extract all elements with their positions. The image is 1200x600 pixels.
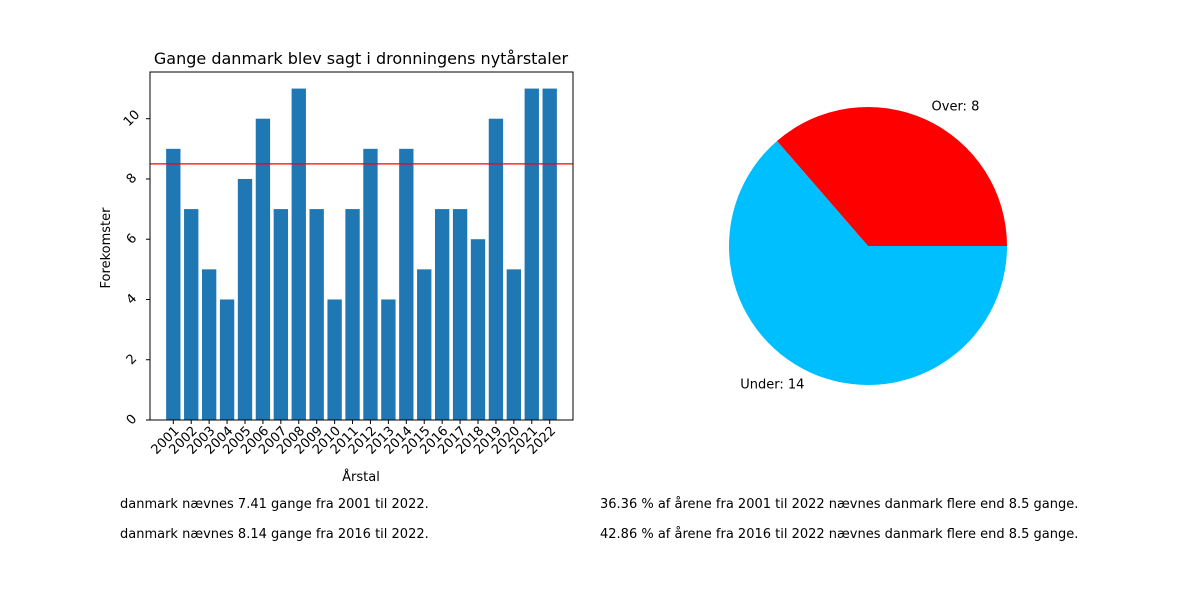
bar-2014: [399, 148, 414, 420]
y-tick-label: 2: [124, 352, 140, 368]
y-axis-label: Forekomster: [99, 207, 114, 289]
pie-chart: Over: 8 Under: 14: [729, 99, 1007, 393]
note-right-2: 42.86 % af årene fra 2016 til 2022 nævne…: [600, 527, 1079, 542]
note-right-1: 36.36 % af årene fra 2001 til 2022 nævne…: [600, 497, 1079, 512]
x-axis: 2001200220032004200520062007200820092010…: [149, 420, 559, 458]
bar-2005: [237, 178, 253, 420]
y-tick-label: 4: [124, 291, 140, 307]
bar-2015: [417, 269, 432, 420]
bar-2008: [291, 88, 306, 421]
bar-2001: [166, 148, 181, 420]
bar-2012: [363, 148, 378, 420]
bars-group: [166, 88, 557, 421]
bar-2016: [434, 209, 450, 420]
pie-label: Over: 8: [932, 99, 980, 114]
y-tick-label: 6: [124, 231, 140, 247]
y-axis: 0 2 4 6 8 10: [121, 108, 150, 428]
bar-2007: [273, 209, 289, 420]
x-axis-label: Årstal: [342, 469, 380, 485]
plot-frame: [149, 71, 574, 421]
y-tick-label: 10: [121, 108, 143, 130]
bar-2022: [542, 88, 557, 421]
y-tick-label: 0: [124, 412, 140, 428]
bar-2003: [201, 269, 217, 420]
bar-2020: [506, 269, 522, 420]
bar-2010: [327, 299, 342, 420]
chart-title: Gange danmark blev sagt i dronningens ny…: [154, 49, 569, 68]
bar-2019: [488, 118, 504, 421]
note-left-1: danmark nævnes 7.41 gange fra 2001 til 2…: [120, 497, 429, 512]
pie-slice-under: [729, 140, 1007, 385]
pie-slice-over: [776, 106, 1007, 246]
bar-2021: [524, 88, 539, 421]
bar-2009: [309, 209, 324, 420]
y-tick-label: 8: [124, 171, 140, 187]
note-left-2: danmark nævnes 8.14 gange fra 2016 til 2…: [120, 527, 429, 542]
bar-2004: [219, 299, 235, 420]
bar-2006: [255, 118, 271, 421]
bar-2013: [381, 299, 396, 420]
bar-2018: [470, 239, 486, 420]
bar-2002: [184, 209, 199, 420]
pie-label: Under: 14: [740, 378, 804, 393]
bar-2017: [452, 209, 468, 420]
bar-2011: [345, 209, 360, 420]
